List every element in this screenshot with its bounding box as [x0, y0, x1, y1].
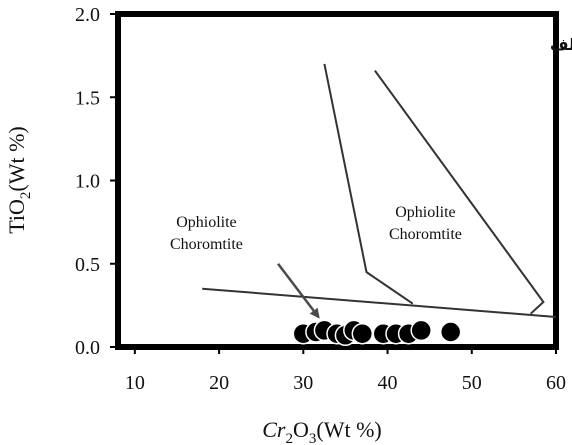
x-tick-label: 50 — [462, 372, 482, 394]
panel-label: الف — [550, 35, 572, 54]
y-tick-label: 0.5 — [75, 254, 100, 276]
arrow — [277, 262, 320, 319]
data-point — [410, 319, 432, 342]
tick-group: 10 20 30 40 50 60 0.0 0.5 1.0 1.5 2.0 — [75, 4, 566, 394]
data-point — [439, 321, 462, 343]
y-axis-label: TiO2(Wt %) — [4, 126, 34, 234]
x-tick-label: 60 — [546, 372, 566, 394]
field-boundary-line — [202, 287, 557, 318]
field-boundary-line — [374, 70, 545, 315]
arrow-layer — [277, 262, 320, 319]
y-tick-label: 0.0 — [75, 337, 100, 359]
x-axis-label: Cr2O3(Wt %) — [262, 417, 382, 445]
y-tick-label: 2.0 — [75, 4, 100, 26]
x-tick-label: 10 — [125, 372, 145, 394]
field-boundary-line — [323, 63, 414, 305]
field-boundaries — [202, 63, 557, 318]
x-tick-label: 20 — [209, 372, 229, 394]
x-tick-label: 40 — [378, 372, 398, 394]
field-label: Ophiolite Choromtite — [170, 214, 243, 253]
field-label: Ophiolite Choromtite — [389, 204, 462, 243]
data-point — [351, 322, 374, 345]
plot-frame — [115, 11, 559, 350]
data-points — [292, 319, 462, 347]
y-tick-label: 1.0 — [75, 171, 100, 193]
field-labels: Ophiolite Choromtite Ophiolite Choromtite — [170, 204, 462, 253]
x-tick-label: 30 — [293, 372, 313, 394]
y-tick-label: 1.5 — [75, 87, 100, 109]
